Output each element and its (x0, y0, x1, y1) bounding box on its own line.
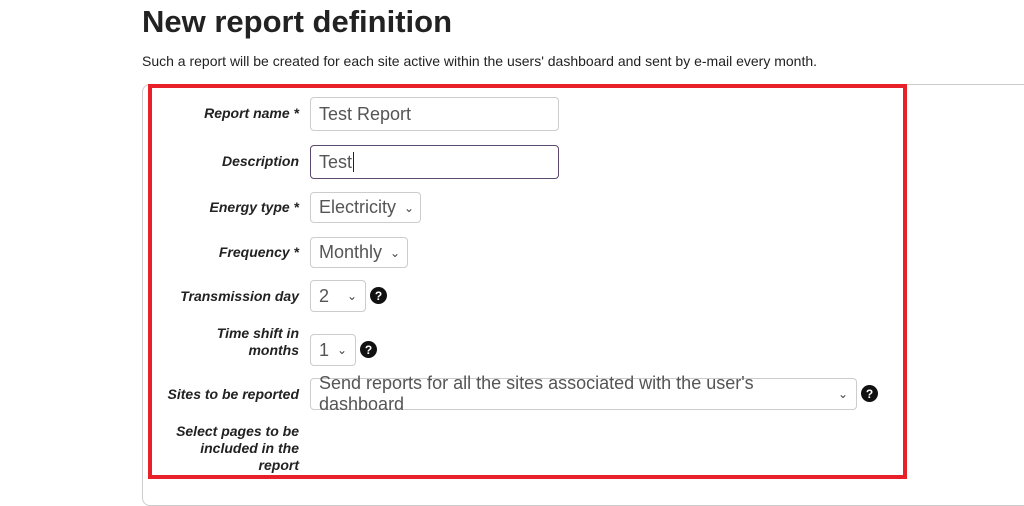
chevron-down-icon: ⌄ (390, 245, 401, 260)
time-shift-value: 1 (319, 339, 330, 360)
chevron-down-icon: ⌄ (337, 343, 348, 357)
page-title: New report definition (142, 4, 452, 39)
pages-label-line1: Select pages to be (176, 423, 299, 439)
sites-value: Send reports for all the sites associate… (319, 373, 754, 414)
text-cursor (353, 152, 355, 172)
question-circle-icon[interactable]: ? (370, 287, 387, 304)
chevron-down-icon: ⌄ (404, 200, 415, 215)
question-circle-icon[interactable]: ? (360, 341, 377, 358)
sites-select[interactable]: Send reports for all the sites associate… (310, 373, 857, 414)
transmission-day-label: Transmission day (180, 288, 299, 304)
pages-label-line2: included in the (200, 440, 299, 456)
highlight-box (148, 84, 907, 479)
sites-label: Sites to be reported (167, 386, 299, 402)
pages-label: Select pages to be included in the report (176, 423, 299, 474)
energy-type-value: Electricity (319, 197, 397, 217)
frequency-label: Frequency * (218, 244, 299, 260)
description-value: Test (319, 151, 353, 172)
report-name-label: Report name * (204, 105, 299, 121)
description-label: Description (221, 153, 299, 169)
transmission-day-value: 2 (319, 285, 330, 306)
time-shift-label-line2: months (248, 342, 299, 358)
time-shift-label-line1: Time shift in (216, 325, 299, 341)
frequency-value: Monthly (319, 242, 383, 262)
page-subtitle: Such a report will be created for each s… (142, 53, 818, 69)
chevron-down-icon: ⌄ (346, 289, 357, 303)
pages-label-line3: report (258, 457, 299, 473)
time-shift-label: Time shift in months (217, 325, 299, 359)
question-circle-icon[interactable]: ? (861, 385, 878, 402)
transmission-day-select[interactable]: 2 ⌄ (310, 280, 366, 312)
frequency-select[interactable]: Monthly ⌄ (310, 237, 408, 268)
energy-type-label: Energy type * (209, 199, 299, 215)
description-input[interactable]: Test (310, 145, 559, 179)
energy-type-select[interactable]: Electricity ⌄ (310, 192, 421, 223)
report-name-input[interactable]: Test Report (310, 97, 559, 131)
time-shift-select[interactable]: 1 ⌄ (310, 334, 356, 366)
report-name-value: Test Report (319, 103, 412, 124)
chevron-down-icon: ⌄ (837, 387, 848, 401)
